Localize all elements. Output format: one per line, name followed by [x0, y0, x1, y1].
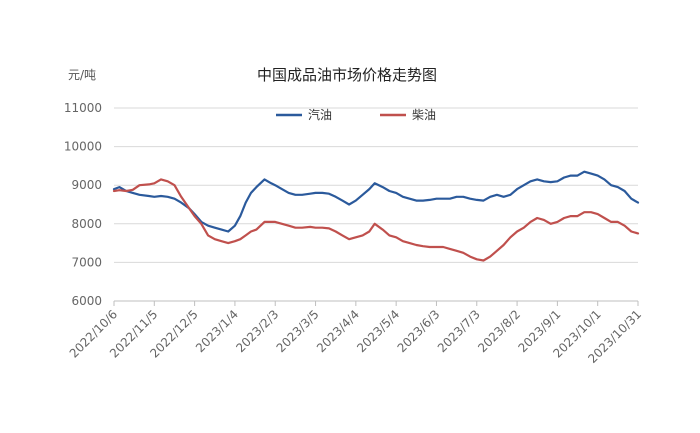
legend-label: 柴油 [412, 108, 436, 122]
y-tick-label: 10000 [64, 140, 102, 154]
x-tick-label: 2023/8/2 [475, 307, 523, 355]
x-tick-label: 2023/2/3 [233, 307, 281, 355]
series-lines [112, 170, 640, 262]
legend-item: 汽油 [276, 107, 332, 122]
x-tick-label: 2023/1/4 [193, 307, 241, 355]
series-line-diesel [112, 178, 640, 262]
y-tick-label: 11000 [64, 101, 102, 115]
x-tick-label: 2023/3/5 [274, 307, 322, 355]
chart-title: 中国成品油市场价格走势图 [257, 66, 437, 84]
y-tick-label: 7000 [71, 255, 102, 269]
x-axis-ticks: 2022/10/62022/11/52022/12/52023/1/42023/… [67, 301, 644, 366]
legend-item: 柴油 [380, 108, 436, 122]
y-tick-label: 8000 [71, 217, 102, 231]
x-tick-label: 2023/7/3 [435, 307, 483, 355]
gridlines [114, 107, 638, 263]
y-tick-label: 6000 [71, 294, 102, 308]
legend: 汽油 柴油 [276, 107, 436, 122]
x-tick-label: 2023/4/4 [314, 307, 362, 355]
x-tick-label: 2023/6/3 [395, 307, 443, 355]
legend-label: 汽油 [308, 107, 332, 122]
series-line-gasoline [112, 170, 640, 233]
y-axis-unit-label: 元/吨 [68, 68, 96, 82]
y-axis-ticks: 6000 7000 8000 9000 10000 11000 [64, 101, 102, 308]
y-tick-label: 9000 [71, 178, 102, 192]
x-tick-label: 2023/5/4 [354, 307, 402, 355]
